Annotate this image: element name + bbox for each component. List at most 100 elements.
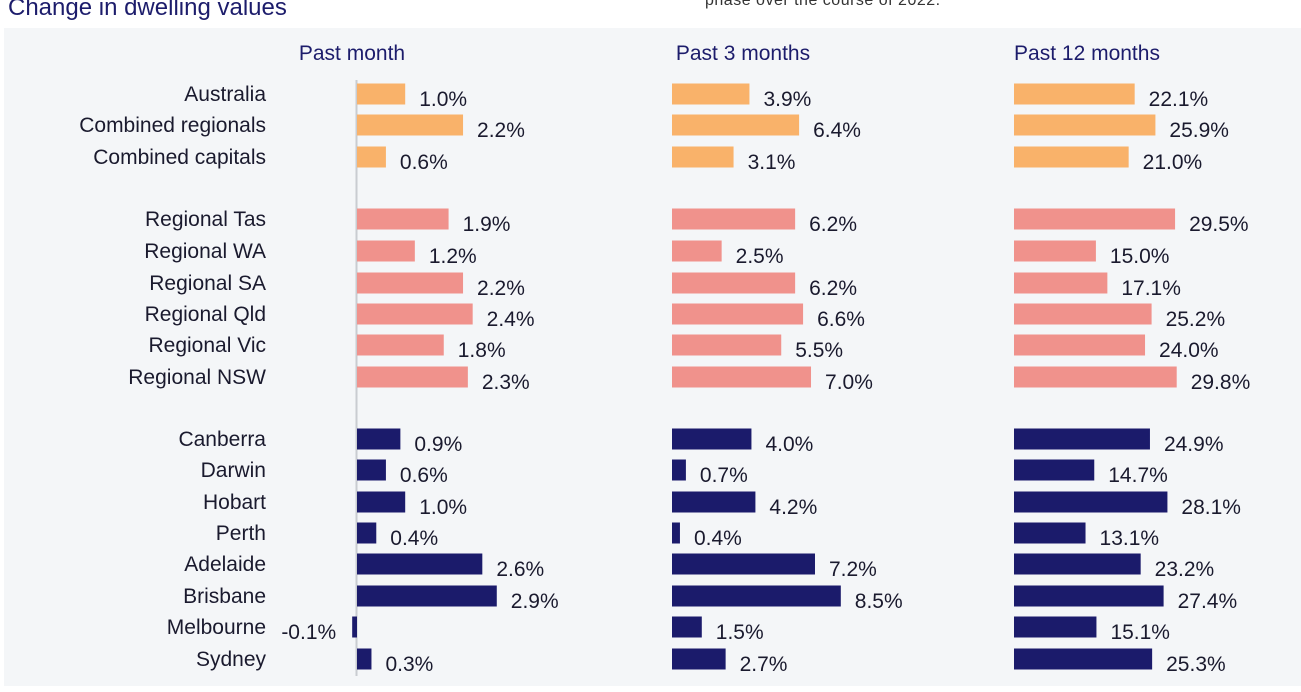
data-label: 3.9% <box>763 88 811 111</box>
data-label: 6.4% <box>813 119 861 142</box>
bar <box>672 491 756 513</box>
bar <box>1014 303 1152 325</box>
bar <box>357 146 386 168</box>
bar <box>1014 585 1164 607</box>
bar <box>1014 240 1096 262</box>
data-label: 15.1% <box>1110 621 1170 644</box>
bar <box>1014 428 1150 450</box>
data-label: 1.5% <box>716 621 764 644</box>
category-label: Regional SA <box>149 272 266 295</box>
data-label: 21.0% <box>1143 151 1203 174</box>
data-label: 2.3% <box>482 371 530 394</box>
bar <box>357 491 406 513</box>
bar <box>672 585 841 607</box>
category-label: Canberra <box>178 428 266 451</box>
bar <box>672 648 726 670</box>
category-label: Regional Tas <box>145 208 266 231</box>
category-label: Regional Qld <box>145 303 266 326</box>
bar <box>357 303 473 325</box>
bar <box>672 522 680 544</box>
data-label: 2.7% <box>740 653 788 676</box>
category-label: Australia <box>184 83 266 106</box>
data-label: 6.2% <box>809 277 857 300</box>
category-label: Regional WA <box>144 240 266 263</box>
data-label: 7.2% <box>829 558 877 581</box>
category-label: Brisbane <box>183 585 266 608</box>
category-label: Regional NSW <box>128 366 266 389</box>
data-label: 2.6% <box>496 558 544 581</box>
bar <box>1014 146 1129 168</box>
category-label: Perth <box>216 522 266 545</box>
bar <box>1014 522 1086 544</box>
data-label: 4.0% <box>765 433 813 456</box>
data-label: 2.4% <box>487 308 535 331</box>
bar <box>672 114 800 136</box>
bar <box>672 146 734 168</box>
bar <box>357 553 483 575</box>
bar <box>1014 648 1153 670</box>
data-label: 14.7% <box>1108 464 1168 487</box>
bar <box>357 428 401 450</box>
data-label: -0.1% <box>281 621 336 644</box>
bar <box>672 334 782 356</box>
bar <box>672 272 796 294</box>
category-label: Hobart <box>203 491 266 514</box>
bar <box>672 303 804 325</box>
bar <box>672 208 796 230</box>
bar <box>357 334 444 356</box>
data-label: 13.1% <box>1100 527 1160 550</box>
category-label: Combined regionals <box>79 114 266 137</box>
bar <box>357 522 377 544</box>
series-heading: Past 12 months <box>1014 42 1160 65</box>
bar <box>357 459 386 481</box>
bar <box>357 272 464 294</box>
clipped-caption: phase over the course of 2022. <box>705 0 941 9</box>
bar <box>1014 114 1156 136</box>
data-label: 28.1% <box>1181 496 1241 519</box>
data-label: 5.5% <box>795 339 843 362</box>
bar <box>672 240 722 262</box>
bar <box>352 616 357 638</box>
data-label: 3.1% <box>748 151 796 174</box>
bar <box>357 240 415 262</box>
category-label: Darwin <box>201 459 266 482</box>
data-label: 0.3% <box>385 653 433 676</box>
data-label: 15.0% <box>1110 245 1170 268</box>
category-label: Melbourne <box>167 616 266 639</box>
bar <box>357 585 497 607</box>
bar <box>672 366 812 388</box>
data-label: 4.2% <box>769 496 817 519</box>
data-label: 2.2% <box>477 277 525 300</box>
bar <box>1014 459 1095 481</box>
bar <box>1014 491 1168 513</box>
chart-title: Change in dwelling values <box>8 0 287 21</box>
bar <box>1014 208 1176 230</box>
bar <box>672 553 815 575</box>
bar <box>1014 83 1135 105</box>
series-heading: Past 3 months <box>676 42 810 65</box>
data-label: 0.4% <box>390 527 438 550</box>
bar <box>1014 616 1097 638</box>
data-label: 1.2% <box>429 245 477 268</box>
data-label: 24.9% <box>1164 433 1224 456</box>
data-label: 7.0% <box>825 371 873 394</box>
data-label: 0.6% <box>400 151 448 174</box>
data-label: 1.8% <box>458 339 506 362</box>
data-label: 29.8% <box>1191 371 1251 394</box>
category-label: Regional Vic <box>148 334 266 357</box>
data-label: 1.0% <box>419 88 467 111</box>
data-label: 2.9% <box>511 590 559 613</box>
data-label: 24.0% <box>1159 339 1219 362</box>
data-label: 29.5% <box>1189 213 1249 236</box>
data-label: 0.6% <box>400 464 448 487</box>
data-label: 8.5% <box>855 590 903 613</box>
bar <box>357 648 372 670</box>
data-label: 25.3% <box>1166 653 1226 676</box>
category-label: Combined capitals <box>93 146 266 169</box>
data-label: 0.4% <box>694 527 742 550</box>
data-label: 2.2% <box>477 119 525 142</box>
data-label: 1.0% <box>419 496 467 519</box>
data-label: 0.9% <box>414 433 462 456</box>
bar <box>672 428 752 450</box>
